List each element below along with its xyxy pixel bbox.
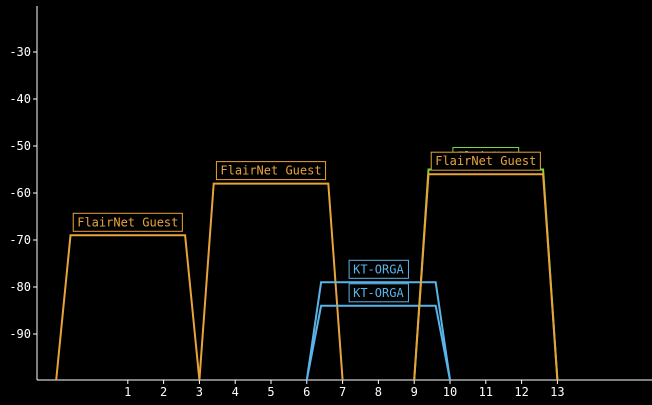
x-tick-label: 12 <box>514 385 528 399</box>
y-tick-label: -40 <box>9 92 31 106</box>
network-label: FlairNet Guest <box>215 161 327 181</box>
network-label-box <box>215 161 327 181</box>
network-label: KT-ORGA <box>348 259 409 279</box>
network-label: KT-ORGA <box>348 283 409 303</box>
x-tick-label: 6 <box>303 385 310 399</box>
y-tick-label: -30 <box>9 45 31 59</box>
x-tick-label: 10 <box>443 385 457 399</box>
y-tick-label: -60 <box>9 186 31 200</box>
y-tick-label: -70 <box>9 233 31 247</box>
x-tick-label: 3 <box>196 385 203 399</box>
y-tick-label: -50 <box>9 139 31 153</box>
x-tick-label: 11 <box>479 385 493 399</box>
network-signal-shape <box>55 234 201 381</box>
network-signal-shape <box>413 173 559 381</box>
network-label-text: FlairNet Guest <box>220 164 321 178</box>
x-tick-label: 7 <box>339 385 346 399</box>
y-tick-label: -80 <box>9 280 31 294</box>
network-label-text: KT-ORGA <box>353 286 404 300</box>
network-signal-shape <box>413 168 559 381</box>
network-label-text: FlairNet Guest <box>435 154 536 168</box>
network-signal-shape <box>305 304 451 381</box>
x-tick-label: 13 <box>550 385 564 399</box>
x-tick-label: 9 <box>411 385 418 399</box>
network-label-box <box>348 259 409 279</box>
x-tick-label: 1 <box>124 385 131 399</box>
y-tick-label: -90 <box>9 327 31 341</box>
network-label-text: KT-ORGA <box>353 262 404 276</box>
x-tick-label: 5 <box>267 385 274 399</box>
network-label-box <box>72 212 183 232</box>
network-label-box <box>348 283 409 303</box>
x-tick-label: 8 <box>375 385 382 399</box>
x-tick-label: 4 <box>232 385 239 399</box>
network-label: FlairNet Guest <box>72 212 183 232</box>
network-signal-shape <box>305 281 451 381</box>
x-tick-label: 2 <box>160 385 167 399</box>
network-label-box <box>430 151 541 171</box>
network-label-text: FlairNet Guest <box>77 215 178 229</box>
network-label: FlairNet Guest <box>430 151 541 171</box>
